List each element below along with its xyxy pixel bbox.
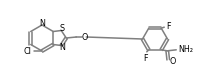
Text: N: N	[59, 44, 65, 53]
Text: N: N	[39, 19, 45, 28]
Text: Cl: Cl	[23, 47, 31, 56]
Text: F: F	[143, 54, 148, 63]
Text: O: O	[81, 32, 87, 42]
Text: NH₂: NH₂	[178, 45, 193, 54]
Text: O: O	[169, 57, 176, 66]
Text: S: S	[60, 24, 65, 33]
Text: F: F	[166, 22, 171, 31]
